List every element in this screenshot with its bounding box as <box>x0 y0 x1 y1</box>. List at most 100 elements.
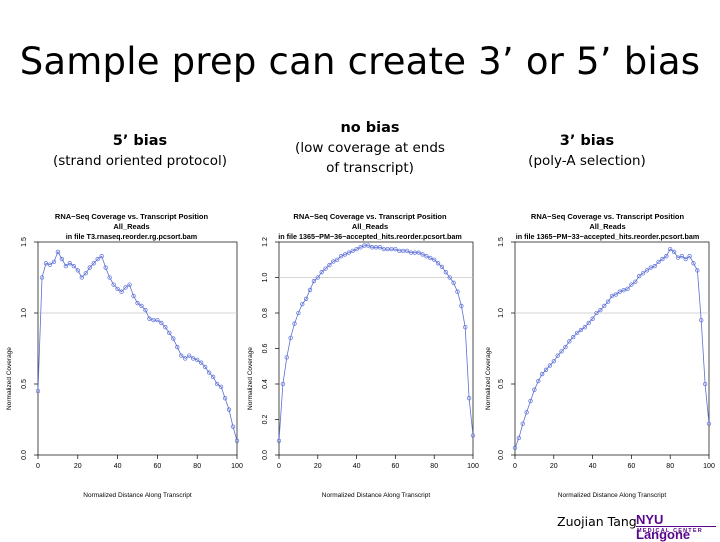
coverage-chart: RNA−Seq Coverage vs. Transcript Position… <box>247 212 479 499</box>
plot-frame <box>514 241 710 456</box>
chart-5prime-bias: RNA−Seq Coverage vs. Transcript Position… <box>2 205 245 510</box>
data-point <box>520 421 525 426</box>
data-point <box>214 381 220 387</box>
data-point <box>103 265 108 270</box>
data-point <box>567 339 572 344</box>
data-point <box>292 321 297 326</box>
data-point <box>167 330 172 336</box>
data-point <box>536 379 541 384</box>
data-point <box>648 265 653 270</box>
x-tick-label: 60 <box>154 463 162 470</box>
data-point <box>671 249 677 255</box>
data-point <box>115 286 120 292</box>
data-point <box>470 433 476 438</box>
data-point <box>656 259 661 265</box>
data-point <box>629 282 634 287</box>
data-point <box>83 271 88 276</box>
data-point <box>574 330 580 336</box>
x-axis-label: Normalized Distance Along Transcript <box>322 492 431 499</box>
y-tick-label: 0.8 <box>262 308 269 318</box>
data-point <box>590 316 595 321</box>
data-point <box>613 292 619 297</box>
data-point <box>571 334 576 340</box>
data-point <box>296 310 301 316</box>
data-point <box>702 381 708 387</box>
data-point <box>335 257 340 262</box>
data-point <box>284 355 289 360</box>
data-point <box>79 275 84 280</box>
data-point <box>55 249 61 255</box>
data-point <box>586 320 591 326</box>
data-point <box>366 243 371 248</box>
data-point <box>123 285 128 290</box>
data-point <box>555 353 560 358</box>
chart-subtitle-file: in file T3.rnaseq.reorder.rg.pcsort.bam <box>66 232 197 241</box>
x-tick-label: 60 <box>628 463 636 470</box>
data-point <box>338 254 344 259</box>
column-heading-nobias: no bias (low coverage at ends of transcr… <box>260 118 480 178</box>
y-tick-label: 0.5 <box>498 379 505 389</box>
data-point <box>67 261 72 266</box>
heading-sub: (low coverage at ends <box>295 140 445 156</box>
data-point <box>210 374 216 380</box>
data-point <box>346 250 351 255</box>
data-point <box>163 325 168 330</box>
x-axis-label: Normalized Distance Along Transcript <box>83 492 192 499</box>
chart-subtitle-file: in file 1365−PM−33−accepted_hits.reorder… <box>516 232 700 241</box>
data-point <box>358 245 363 250</box>
data-point <box>416 250 421 255</box>
x-tick-label: 60 <box>392 463 400 470</box>
column-heading-3prime: 3’ bias (poly-A selection) <box>477 131 697 171</box>
x-tick-label: 80 <box>666 463 674 470</box>
data-point <box>143 308 148 313</box>
nyu-langone-logo: NYU Langone MEDICAL CENTER <box>636 512 718 542</box>
data-point <box>594 310 599 316</box>
chart-no-bias: RNA−Seq Coverage vs. Transcript Position… <box>243 205 481 510</box>
logo-rule <box>636 526 716 527</box>
heading-sub: (strand oriented protocol) <box>52 153 228 169</box>
data-point <box>652 263 657 269</box>
data-point <box>350 248 355 254</box>
x-tick-label: 20 <box>550 463 558 470</box>
data-point <box>691 261 696 266</box>
y-tick-label: 0.6 <box>262 344 269 354</box>
author-name: Zuojian Tang <box>557 514 637 529</box>
data-point <box>598 308 603 313</box>
data-point <box>675 255 681 260</box>
data-point <box>644 268 650 273</box>
data-point <box>51 259 57 265</box>
y-tick-label: 1.0 <box>262 273 269 283</box>
data-point <box>135 300 140 306</box>
data-point <box>47 262 53 267</box>
data-point <box>139 303 144 309</box>
data-point <box>87 265 92 270</box>
y-tick-label: 0.2 <box>262 415 269 425</box>
data-point <box>183 356 188 361</box>
data-point <box>660 256 665 262</box>
y-tick-label: 1.5 <box>21 237 28 247</box>
data-point <box>354 246 359 252</box>
y-axis-label: Normalized Coverage <box>6 347 13 410</box>
logo-main-text: NYU Langone <box>636 512 691 542</box>
x-tick-label: 0 <box>513 463 517 470</box>
data-point <box>443 270 448 275</box>
y-tick-label: 0.4 <box>262 379 269 389</box>
data-point <box>151 317 156 323</box>
x-tick-label: 40 <box>114 463 122 470</box>
data-point <box>664 254 669 259</box>
data-point <box>563 344 568 350</box>
data-point <box>578 327 584 333</box>
y-tick-label: 1.0 <box>498 308 505 318</box>
x-tick-label: 80 <box>193 463 201 470</box>
data-point <box>455 289 460 294</box>
data-point <box>175 344 180 350</box>
data-point <box>551 359 556 364</box>
x-tick-label: 40 <box>589 463 597 470</box>
series-line <box>278 245 474 441</box>
data-point <box>466 396 472 401</box>
data-point <box>420 252 425 257</box>
data-point <box>234 438 240 443</box>
coverage-chart: RNA−Seq Coverage vs. Transcript Position… <box>6 212 243 499</box>
data-point <box>463 325 468 330</box>
data-point <box>171 336 176 341</box>
